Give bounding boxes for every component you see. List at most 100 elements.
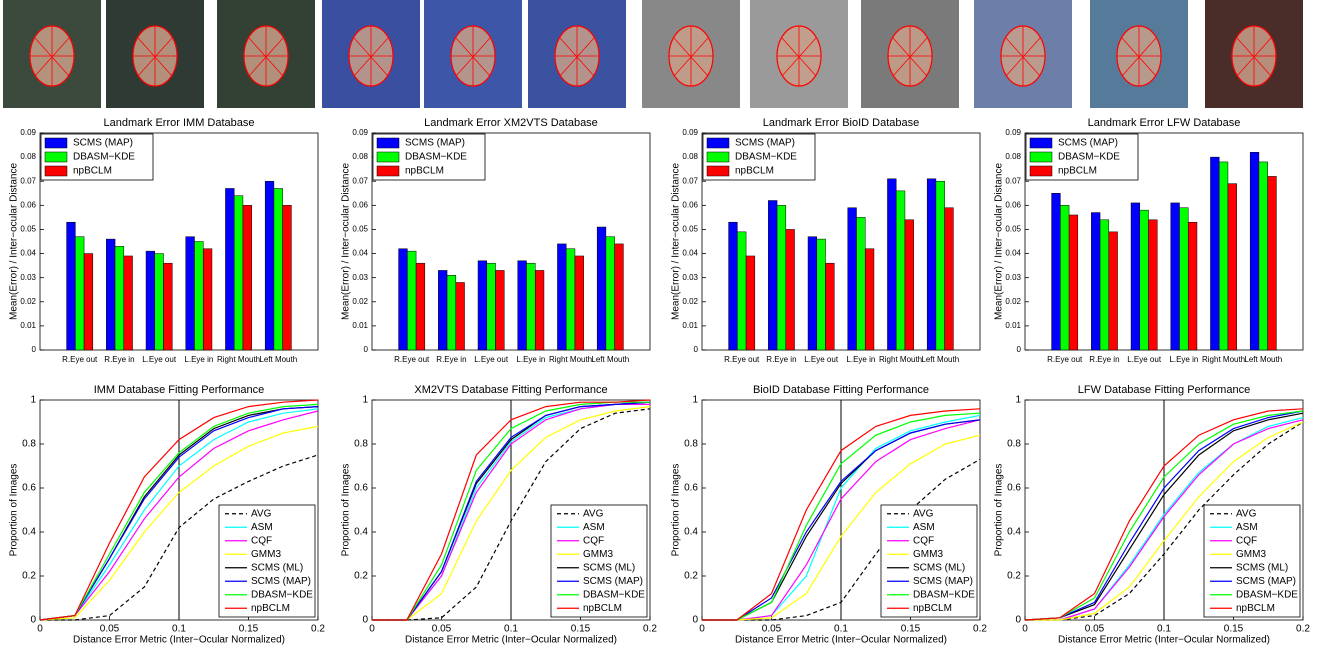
bar (825, 262, 835, 351)
landmark-mesh (133, 26, 177, 86)
series-line (39, 406, 319, 621)
y-tick-label: 0.09 (352, 128, 368, 137)
bar (273, 188, 283, 351)
legend-label: DBASM−KDE (583, 589, 645, 600)
series-line (39, 410, 319, 621)
y-tick-label: 0.02 (682, 297, 698, 306)
bar (1130, 202, 1141, 351)
x-tick-label: 0.1 (172, 624, 186, 635)
legend-label: SCMS (MAP) (1058, 138, 1118, 149)
bar (1258, 161, 1268, 351)
y-tick-label: 0.05 (682, 225, 698, 234)
y-tick-label: 0.04 (1005, 249, 1021, 258)
series-line (40, 454, 319, 621)
x-tick-label: R.Eye in (436, 355, 466, 364)
y-axis-label: Mean(Error) / Inter−ocular Distance (9, 163, 20, 320)
legend-label: DBASM−KDE (735, 152, 797, 163)
x-tick-label: Left Mouth (591, 355, 629, 364)
bar (557, 243, 567, 351)
y-tick-label: 0 (364, 345, 369, 354)
bar (1139, 209, 1149, 351)
y-axis-label: Proportion of Images (994, 464, 1005, 557)
y-tick-label: 0.05 (1005, 225, 1021, 234)
landmark-mesh (555, 26, 599, 86)
y-tick-label: 0.6 (22, 483, 36, 494)
legend-label: CQF (913, 535, 934, 546)
y-tick-label: 0.8 (354, 439, 368, 450)
bar (887, 178, 897, 351)
legend-swatch (376, 137, 400, 149)
y-tick-label: 1 (1015, 395, 1021, 406)
series-line (702, 419, 981, 621)
bar (495, 270, 505, 351)
x-tick-label: 0.1 (504, 624, 518, 635)
y-tick-label: 0 (1017, 345, 1022, 354)
bar (282, 205, 292, 351)
x-tick-label: 0.05 (432, 624, 452, 635)
chart-title: IMM Database Fitting Performance (94, 384, 265, 396)
landmark-mesh (1117, 26, 1161, 86)
bar (486, 262, 496, 351)
series-line (372, 399, 651, 621)
bar (768, 200, 778, 351)
y-tick-label: 0 (1015, 615, 1021, 626)
x-tick-label: R.Eye out (394, 355, 430, 364)
x-tick-label: 0.15 (571, 624, 591, 635)
series-line (372, 406, 651, 621)
series-line (702, 434, 981, 621)
y-tick-label: 0.01 (682, 321, 698, 330)
legend-label: AVG (583, 508, 604, 519)
bar (185, 236, 195, 351)
bar (1060, 205, 1070, 351)
bar (455, 282, 465, 351)
series-line (702, 419, 981, 621)
y-tick-label: 0.06 (1005, 200, 1021, 209)
y-tick-label: 0.07 (682, 176, 698, 185)
series-line (702, 408, 981, 621)
y-tick-label: 0.04 (352, 249, 368, 258)
y-tick-label: 0.8 (22, 439, 36, 450)
bar (745, 255, 756, 351)
x-tick-label: 0.05 (1085, 624, 1105, 635)
legend-label: CQF (583, 535, 604, 546)
x-tick-label: 0 (1022, 624, 1028, 635)
legend-label: ASM (583, 522, 605, 533)
chart-title: Landmark Error BioID Database (763, 117, 920, 129)
x-tick-label: 0.05 (100, 624, 120, 635)
series-line (1024, 410, 1304, 621)
legend-label: npBCLM (1236, 603, 1275, 614)
legend-swatch (44, 137, 68, 149)
x-tick-label: L.Eye out (142, 355, 177, 364)
bar-chart: Landmark Error BioID Database Mean(Error)… (671, 117, 981, 364)
bar (1099, 219, 1110, 351)
x-axis-label: Distance Error Metric (Inter−Ocular Norm… (73, 635, 285, 646)
y-tick-label: 0.03 (1005, 273, 1021, 282)
legend-label: DBASM−KDE (73, 152, 135, 163)
legend-swatch (1029, 151, 1053, 163)
bar (1051, 193, 1061, 351)
legend-label: DBASM−KDE (405, 152, 467, 163)
y-tick-label: 0.01 (1005, 321, 1021, 330)
legend-swatch (44, 165, 68, 177)
bar-chart: Landmark Error IMM Database Mean(Error) /… (9, 117, 319, 364)
bar (534, 270, 545, 351)
bar (194, 241, 204, 351)
legend-label: GMM3 (583, 549, 613, 560)
bar (233, 195, 244, 351)
y-tick-label: 0.07 (1005, 176, 1021, 185)
series-line (702, 458, 981, 621)
series-line (1025, 421, 1304, 621)
bar (1091, 212, 1101, 351)
landmark-mesh (888, 26, 932, 86)
legend-label: AVG (251, 508, 272, 519)
landmark-mesh (669, 26, 713, 86)
bar (1179, 207, 1189, 351)
y-tick-label: 0.07 (352, 176, 368, 185)
legend-label: SCMS (MAP) (1236, 576, 1296, 587)
series-line (39, 408, 319, 621)
x-tick-label: Right Mouth (879, 355, 922, 364)
bar (1249, 152, 1260, 351)
legend-label: GMM3 (913, 549, 943, 560)
bar (114, 246, 125, 351)
y-tick-label: 0.06 (20, 200, 36, 209)
